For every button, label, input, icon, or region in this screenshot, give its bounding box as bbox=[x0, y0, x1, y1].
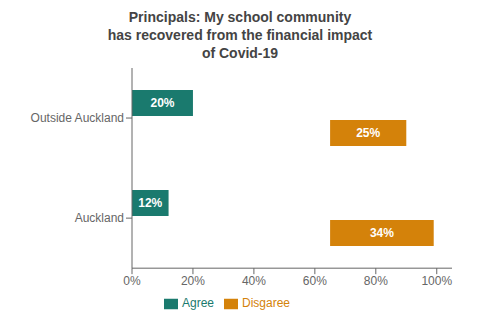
svg-text:80%: 80% bbox=[364, 274, 388, 288]
html-text:Principals: My school communit: Principals: My school community has reco… bbox=[107, 9, 373, 61]
html-text:Agree: Agree bbox=[182, 296, 214, 311]
svg-text:12%: 12% bbox=[138, 196, 162, 210]
svg-text:0%: 0% bbox=[123, 274, 141, 288]
svg-text:Auckland: Auckland bbox=[75, 211, 124, 225]
svg-text:Outside Auckland: Outside Auckland bbox=[31, 111, 124, 125]
svg-text:40%: 40% bbox=[242, 274, 266, 288]
svg-text:25%: 25% bbox=[356, 126, 380, 140]
svg-text:20%: 20% bbox=[150, 96, 174, 110]
svg-text:34%: 34% bbox=[370, 226, 394, 240]
svg-text:100%: 100% bbox=[421, 274, 452, 288]
svg-text:20%: 20% bbox=[181, 274, 205, 288]
html-text:Disgaree: Disgaree bbox=[242, 296, 290, 311]
svg-text:60%: 60% bbox=[303, 274, 327, 288]
